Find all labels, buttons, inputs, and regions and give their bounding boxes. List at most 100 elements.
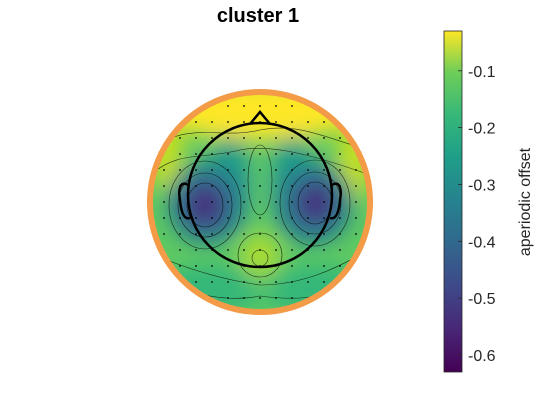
- electrode-dot: [195, 169, 197, 171]
- colorbar-tick-label: -0.6: [468, 348, 496, 365]
- electrode-dot: [275, 297, 277, 299]
- electrode-dot: [323, 265, 325, 267]
- electrode-dot: [243, 121, 245, 123]
- electrode-dot: [275, 201, 277, 203]
- electrode-dot: [275, 233, 277, 235]
- head-outline: [178, 110, 342, 269]
- electrode-dot: [163, 185, 165, 187]
- electrode-dot: [179, 217, 181, 219]
- electrode-dot: [259, 233, 261, 235]
- electrode-dot: [227, 249, 229, 251]
- electrode-dot: [259, 105, 261, 107]
- electrode-dot: [243, 201, 245, 203]
- electrode-dot: [259, 185, 261, 187]
- electrode-dot: [275, 249, 277, 251]
- electrode-dot: [291, 137, 293, 139]
- topo-map: [152, 94, 368, 310]
- electrode-dot: [307, 169, 309, 171]
- left-ear-icon: [178, 182, 191, 220]
- electrode-dot: [243, 249, 245, 251]
- electrode-dot: [355, 185, 357, 187]
- electrode-dot: [259, 137, 261, 139]
- electrode-dot: [243, 233, 245, 235]
- electrode-dot: [275, 281, 277, 283]
- electrode-dot: [195, 121, 197, 123]
- electrode-dot: [275, 153, 277, 155]
- electrode-dot: [339, 233, 341, 235]
- electrode-dot: [243, 137, 245, 139]
- electrode-dot: [243, 105, 245, 107]
- electrode-dot: [211, 265, 213, 267]
- electrode-dot: [195, 137, 197, 139]
- electrode-dot: [227, 137, 229, 139]
- electrode-dot: [291, 185, 293, 187]
- electrode-dot: [227, 121, 229, 123]
- electrode-dot: [291, 169, 293, 171]
- electrode-dots: [163, 105, 357, 299]
- electrode-dot: [227, 217, 229, 219]
- electrode-dot: [259, 153, 261, 155]
- electrode-dot: [259, 169, 261, 171]
- right-ear-icon: [329, 182, 342, 220]
- electrode-dot: [243, 185, 245, 187]
- electrode-dot: [227, 185, 229, 187]
- electrode-dot: [211, 201, 213, 203]
- colorbar-tick-label: -0.4: [468, 234, 496, 251]
- contour-lines: [152, 127, 368, 299]
- electrode-dot: [179, 153, 181, 155]
- electrode-dot: [179, 137, 181, 139]
- electrode-dot: [323, 137, 325, 139]
- electrode-dot: [323, 153, 325, 155]
- electrode-dot: [275, 137, 277, 139]
- electrode-dot: [291, 153, 293, 155]
- colorbar-tick-label: -0.1: [468, 64, 496, 81]
- electrode-dot: [243, 217, 245, 219]
- electrode-dot: [211, 281, 213, 283]
- electrode-dot: [259, 281, 261, 283]
- electrode-dot: [179, 169, 181, 171]
- electrode-dot: [259, 249, 261, 251]
- electrode-dot: [179, 249, 181, 251]
- electrode-dot: [243, 153, 245, 155]
- electrode-dot: [179, 233, 181, 235]
- electrode-dot: [163, 201, 165, 203]
- electrode-dot: [195, 217, 197, 219]
- electrode-dot: [275, 169, 277, 171]
- colorbar-label: aperiodic offset: [517, 147, 534, 256]
- nose-icon: [249, 110, 271, 125]
- electrode-dot: [275, 121, 277, 123]
- colorbar-tick-label: -0.2: [468, 121, 496, 138]
- electrode-dot: [227, 233, 229, 235]
- electrode-dot: [355, 201, 357, 203]
- electrode-dot: [323, 249, 325, 251]
- electrode-dot: [339, 137, 341, 139]
- electrode-dot: [195, 281, 197, 283]
- electrode-dot: [227, 169, 229, 171]
- electrode-dot: [339, 169, 341, 171]
- electrode-dot: [339, 153, 341, 155]
- electrode-dot: [307, 121, 309, 123]
- electrode-dot: [291, 217, 293, 219]
- electrode-dot: [307, 217, 309, 219]
- electrode-dot: [291, 297, 293, 299]
- head-circle: [186, 121, 334, 269]
- electrode-dot: [307, 201, 309, 203]
- electrode-dot: [211, 121, 213, 123]
- electrode-dot: [307, 153, 309, 155]
- electrode-dot: [307, 185, 309, 187]
- electrode-dot: [355, 217, 357, 219]
- electrode-dot: [195, 185, 197, 187]
- electrode-dot: [323, 185, 325, 187]
- electrode-dot: [211, 153, 213, 155]
- electrode-dot: [179, 265, 181, 267]
- electrode-dot: [275, 217, 277, 219]
- electrode-dot: [243, 281, 245, 283]
- electrode-dot: [339, 265, 341, 267]
- electrode-dot: [291, 265, 293, 267]
- electrode-dot: [195, 153, 197, 155]
- electrode-dot: [227, 265, 229, 267]
- electrode-dot: [307, 233, 309, 235]
- electrode-dot: [291, 249, 293, 251]
- cluster-outline-ring: [147, 89, 373, 315]
- chart-title: cluster 1: [217, 5, 299, 27]
